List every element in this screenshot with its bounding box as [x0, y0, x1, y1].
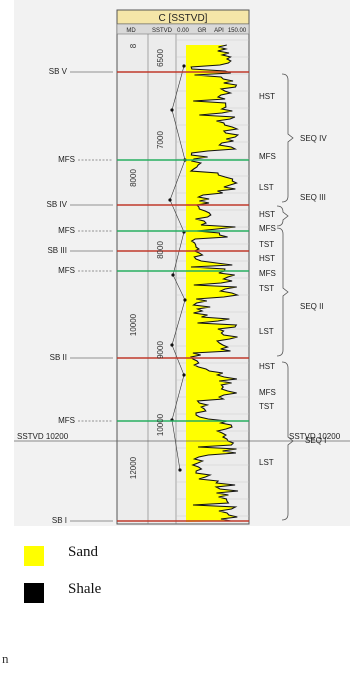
- sequence-bracket: [281, 361, 294, 521]
- column-header-1: SSTVD: [152, 28, 173, 34]
- sequence-label: SEQ II: [300, 302, 324, 311]
- systems-tract-label: LST: [259, 183, 274, 192]
- surface-label-mfs1: MFS: [58, 155, 75, 164]
- legend-sand-swatch: [24, 546, 44, 566]
- systems-tract-label: HST: [259, 210, 275, 219]
- md-depth-label: 8: [129, 43, 138, 48]
- footer-text: n: [2, 651, 9, 666]
- surface-label-sbiv: SB IV: [46, 200, 67, 209]
- tadpole: [168, 198, 172, 202]
- systems-tract-label: HST: [259, 254, 275, 263]
- systems-tract-label: MFS: [259, 388, 276, 397]
- sequence-label: SEQ III: [300, 193, 326, 202]
- surface-lines: [70, 71, 249, 522]
- surface-label-mfs2: MFS: [58, 226, 75, 235]
- tadpole: [170, 108, 174, 112]
- well-log-diagram: C [SSTVD] MD SSTVD 0.00 GR API 150.00 8 8000 10…: [14, 9, 350, 525]
- surface-label-sbv: SB V: [48, 67, 67, 76]
- systems-tract-label: LST: [259, 327, 274, 336]
- column-header-0: MD: [126, 28, 136, 34]
- sequence-label: SEQ I: [305, 436, 327, 445]
- md-depth-label: 12000: [129, 456, 138, 479]
- legend-sand-label: Sand: [68, 544, 98, 560]
- surface-label-mfs4: MFS: [58, 416, 75, 425]
- column-header-4: API: [214, 28, 224, 34]
- sstvd-depth-label: 10000: [156, 413, 165, 436]
- legend-shale-swatch: [24, 583, 44, 603]
- systems-tract-label: LST: [259, 458, 274, 467]
- tadpole: [182, 64, 186, 68]
- systems-tract-label: HST: [259, 362, 275, 371]
- tadpole: [182, 373, 186, 377]
- systems-tract-label: TST: [259, 402, 275, 411]
- column-header-3: GR: [198, 28, 208, 34]
- sstvd-depth-label: 8000: [156, 241, 165, 259]
- tadpole: [171, 273, 175, 277]
- sequence-bracket: [276, 227, 289, 357]
- sstvd-depth-label: 6500: [156, 49, 165, 67]
- legend-shale-label: Shale: [68, 581, 102, 597]
- sstvd-depth-label: 7000: [156, 131, 165, 149]
- sequence-bracket: [281, 73, 294, 203]
- tadpole: [183, 298, 187, 302]
- systems-tract-label: HST: [259, 92, 275, 101]
- column-headers: MD SSTVD 0.00 GR API 150.00: [126, 28, 247, 34]
- sstvd-marker-left: SSTVD 10200: [17, 432, 69, 441]
- surface-label-sbiii: SB III: [47, 246, 67, 255]
- sstvd-marker-right: SSTVD 10200: [289, 432, 341, 441]
- systems-tract-label: MFS: [259, 152, 276, 161]
- md-depth-label: 8000: [129, 169, 138, 187]
- sstvd-depth-label: 9000: [156, 341, 165, 359]
- sequence-brackets: [276, 73, 294, 521]
- sequence-label: SEQ IV: [300, 134, 327, 143]
- tadpole: [170, 343, 174, 347]
- column-header-2: 0.00: [177, 28, 189, 34]
- systems-tract-label: TST: [259, 284, 275, 293]
- column-header-row: [116, 23, 250, 35]
- depth-labels: 8 8000 10000 12000 6500 7000 8000 9000 10000: [129, 43, 165, 479]
- surface-label-sbii: SB II: [49, 353, 67, 362]
- column-header-5: 150.00: [228, 28, 247, 34]
- gr-curve: [189, 44, 240, 522]
- surface-label-mfs3: MFS: [58, 266, 75, 275]
- tadpole: [178, 468, 182, 472]
- systems-tract-label: MFS: [259, 269, 276, 278]
- sequence-bracket: [276, 205, 289, 227]
- surface-label-sbi: SB I: [51, 516, 67, 525]
- systems-tract-label: MFS: [259, 224, 276, 233]
- systems-tract-label: TST: [259, 240, 275, 249]
- md-depth-label: 10000: [129, 313, 138, 336]
- well-title: C [SSTVD]: [159, 13, 208, 24]
